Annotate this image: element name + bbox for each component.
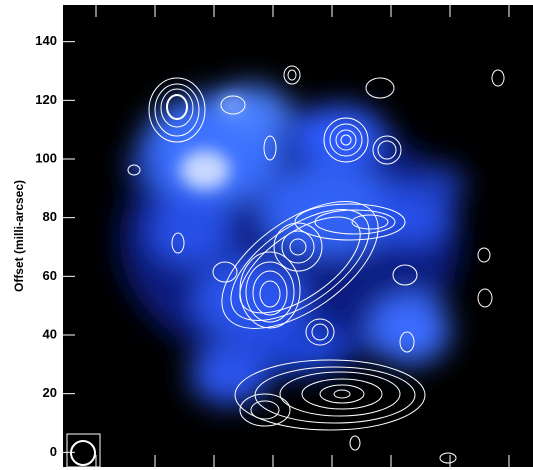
y-tick-label: 120 bbox=[35, 92, 57, 107]
y-tick-label: 60 bbox=[43, 268, 57, 283]
y-tick-label: 140 bbox=[35, 33, 57, 48]
y-tick-label: 100 bbox=[35, 150, 57, 165]
y-tick-label: 0 bbox=[50, 444, 57, 459]
y-tick-label: 20 bbox=[43, 385, 57, 400]
chart: Offset (milli-arcsec) 0 20 40 60 80 100 120 140 bbox=[0, 0, 533, 470]
y-tick-label: 80 bbox=[43, 209, 57, 224]
y-axis-label: Offset (milli-arcsec) bbox=[12, 180, 26, 292]
y-tick-label: 40 bbox=[43, 326, 57, 341]
